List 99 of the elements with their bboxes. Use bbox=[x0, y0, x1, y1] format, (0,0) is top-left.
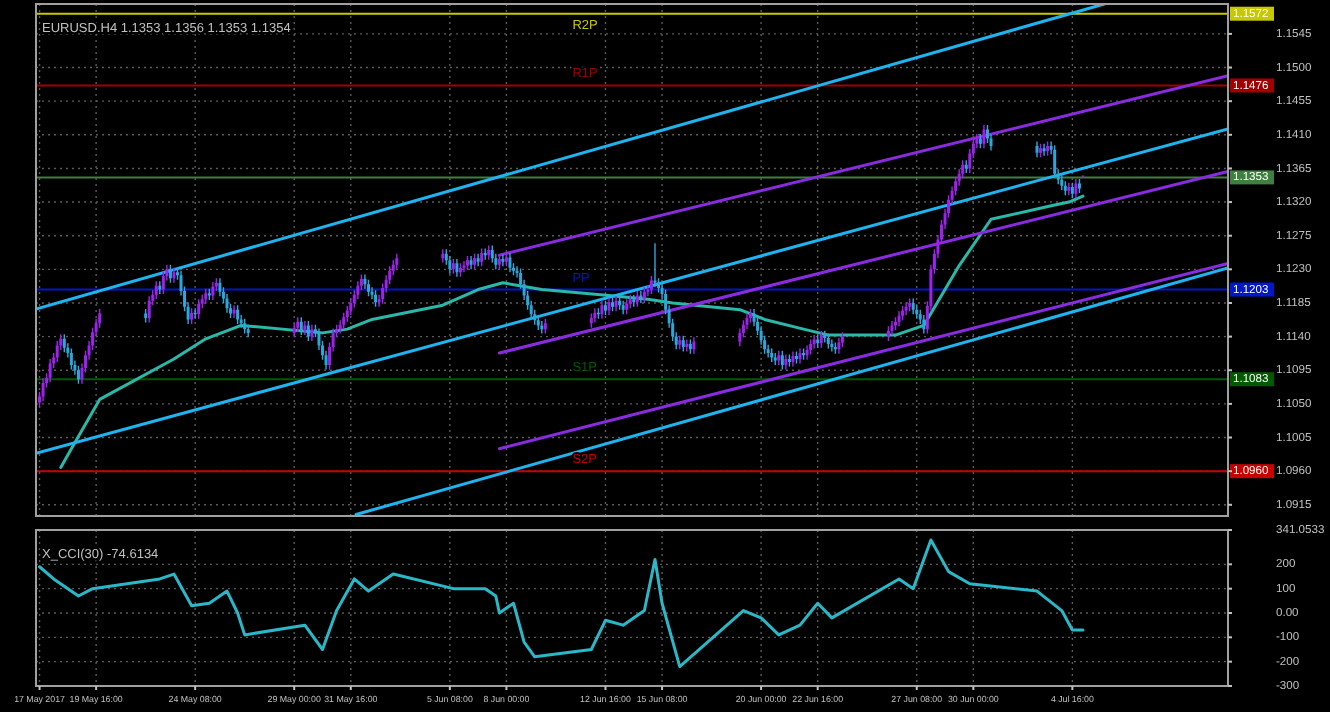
candlestick bbox=[897, 311, 901, 327]
candlestick bbox=[621, 300, 625, 315]
candlestick bbox=[62, 334, 66, 353]
candlestick bbox=[954, 176, 958, 196]
candlestick bbox=[982, 125, 986, 149]
candlestick bbox=[218, 278, 222, 297]
candlestick bbox=[614, 296, 618, 312]
candlestick bbox=[370, 287, 374, 300]
line-series bbox=[38, 538, 1085, 669]
line-series bbox=[59, 194, 1085, 469]
candlestick bbox=[480, 248, 484, 267]
candlestick bbox=[649, 276, 653, 295]
candlestick bbox=[55, 341, 59, 363]
candlestick bbox=[494, 253, 498, 270]
candlestick bbox=[791, 351, 795, 367]
candlestick bbox=[490, 245, 494, 263]
candlestick bbox=[299, 317, 303, 336]
candlestick bbox=[76, 365, 80, 384]
candlestick bbox=[508, 252, 512, 273]
candlestick bbox=[681, 335, 685, 352]
candlestick bbox=[639, 291, 643, 303]
candlestick bbox=[809, 339, 813, 355]
candlestick bbox=[147, 296, 151, 323]
candlestick bbox=[901, 305, 905, 321]
candlestick bbox=[296, 317, 300, 333]
candlestick bbox=[204, 288, 208, 304]
candlestick bbox=[356, 281, 360, 300]
candlestick bbox=[830, 339, 834, 352]
candlestick bbox=[501, 254, 505, 267]
candlestick bbox=[533, 309, 537, 325]
candlestick bbox=[303, 320, 307, 336]
candlestick bbox=[466, 255, 470, 271]
candlestick bbox=[41, 378, 45, 401]
candlestick bbox=[391, 260, 395, 276]
candlestick bbox=[911, 298, 915, 315]
candlestick bbox=[1077, 178, 1081, 194]
candlestick bbox=[1035, 141, 1039, 158]
candlestick bbox=[745, 313, 749, 330]
candlestick bbox=[366, 279, 370, 297]
candlestick bbox=[451, 258, 455, 274]
candlestick bbox=[922, 314, 926, 334]
candlestick bbox=[310, 324, 314, 342]
candlestick bbox=[48, 359, 52, 383]
candlestick bbox=[798, 348, 802, 364]
candlestick bbox=[961, 160, 965, 179]
candlestick bbox=[161, 271, 165, 295]
candlestick bbox=[812, 335, 816, 349]
candlestick bbox=[1053, 145, 1057, 179]
candlestick bbox=[752, 308, 756, 327]
candlestick bbox=[462, 261, 466, 273]
candlestick bbox=[193, 308, 197, 319]
candlestick bbox=[1074, 178, 1078, 199]
candlestick bbox=[653, 243, 657, 288]
candlestick bbox=[777, 350, 781, 366]
candlestick bbox=[1060, 175, 1064, 191]
candlestick bbox=[837, 338, 841, 354]
candlestick bbox=[154, 281, 158, 300]
candlestick bbox=[780, 350, 784, 370]
candlestick bbox=[363, 274, 367, 289]
candlestick bbox=[197, 299, 201, 319]
candlestick bbox=[540, 320, 544, 334]
candlestick bbox=[342, 312, 346, 330]
candlestick bbox=[349, 298, 353, 315]
candlestick bbox=[766, 344, 770, 358]
candlestick bbox=[345, 305, 349, 322]
candlestick bbox=[168, 264, 172, 283]
candlestick bbox=[593, 308, 597, 323]
candlestick bbox=[692, 337, 696, 354]
candlestick bbox=[225, 294, 229, 313]
candlestick bbox=[211, 282, 215, 300]
candlestick bbox=[826, 333, 830, 349]
candlestick bbox=[600, 300, 604, 319]
candlestick bbox=[543, 318, 547, 334]
candlestick bbox=[607, 297, 611, 315]
candlestick bbox=[388, 266, 392, 285]
candlestick bbox=[172, 267, 176, 283]
candlestick bbox=[448, 255, 452, 274]
candlestick bbox=[886, 326, 890, 342]
candlestick bbox=[625, 299, 629, 315]
candlestick bbox=[985, 125, 989, 144]
candlestick bbox=[685, 339, 689, 352]
candlestick bbox=[840, 332, 844, 348]
candlestick bbox=[497, 254, 501, 270]
candlestick bbox=[784, 354, 788, 370]
candlestick bbox=[69, 348, 73, 370]
candlestick bbox=[469, 255, 473, 270]
candlestick bbox=[338, 320, 342, 334]
candlestick bbox=[1042, 143, 1046, 156]
candlestick bbox=[738, 328, 742, 347]
candlestick bbox=[455, 258, 459, 277]
candlestick bbox=[243, 318, 247, 334]
candlestick bbox=[1067, 182, 1071, 196]
candlestick bbox=[381, 283, 385, 304]
candlestick bbox=[904, 302, 908, 315]
candlestick bbox=[306, 320, 310, 342]
candlestick bbox=[890, 320, 894, 336]
candlestick bbox=[476, 253, 480, 267]
candlestick bbox=[805, 345, 809, 360]
candlestick bbox=[232, 305, 236, 318]
